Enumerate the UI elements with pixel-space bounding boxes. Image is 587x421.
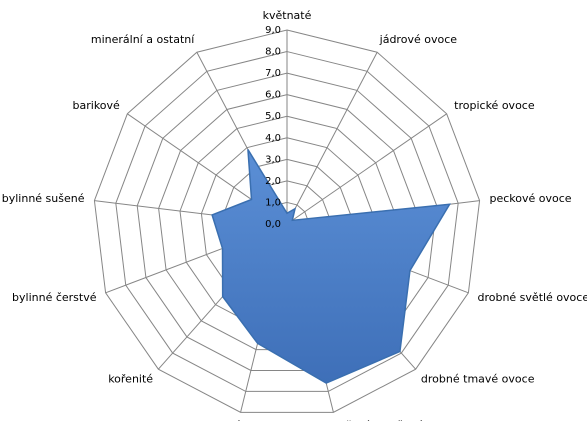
category-label: barikové bbox=[73, 99, 121, 112]
tick-label: 6,0 bbox=[265, 90, 281, 101]
category-label: drobné světlé ovoce bbox=[477, 291, 587, 304]
tick-label: 9,0 bbox=[265, 25, 281, 36]
tick-label: 0,0 bbox=[265, 219, 281, 230]
category-label: jádrové ovoce bbox=[379, 33, 458, 46]
category-label: karamelizované bbox=[154, 419, 242, 421]
grid-ring bbox=[115, 51, 459, 392]
tick-label: 4,0 bbox=[265, 133, 281, 144]
tick-label: 5,0 bbox=[265, 111, 281, 122]
grid-ring bbox=[93, 29, 481, 413]
spoke bbox=[286, 113, 447, 225]
spoke bbox=[286, 51, 378, 225]
tick-label: 7,0 bbox=[265, 68, 281, 79]
category-label: květnaté bbox=[263, 9, 312, 22]
category-label: drobné tmavé ovoce bbox=[421, 373, 535, 386]
category-label: vařené a sušené ovoce bbox=[333, 419, 460, 421]
category-label: minerální a ostatní bbox=[91, 33, 195, 46]
data-area bbox=[211, 149, 452, 384]
grid-ring bbox=[136, 72, 438, 372]
tick-label: 3,0 bbox=[265, 154, 281, 165]
category-label: kořenité bbox=[108, 373, 153, 386]
category-label: peckové ovoce bbox=[489, 192, 571, 205]
category-label: tropické ovoce bbox=[454, 99, 535, 112]
tick-label: 1,0 bbox=[265, 197, 281, 208]
category-label: bylinné čerstvé bbox=[12, 291, 97, 304]
tick-label: 2,0 bbox=[265, 176, 281, 187]
category-label: bylinné sušené bbox=[2, 192, 85, 205]
tick-label: 8,0 bbox=[265, 47, 281, 58]
